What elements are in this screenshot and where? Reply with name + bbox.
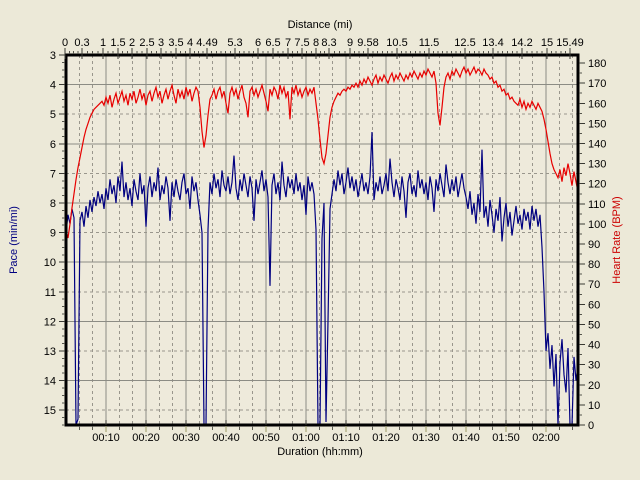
svg-text:150: 150 xyxy=(588,118,606,130)
svg-text:00:10: 00:10 xyxy=(92,432,120,444)
svg-text:7: 7 xyxy=(285,37,291,49)
svg-text:3.5: 3.5 xyxy=(168,37,183,49)
svg-text:10: 10 xyxy=(588,400,600,412)
svg-text:02:00: 02:00 xyxy=(532,432,560,444)
svg-text:4.49: 4.49 xyxy=(196,37,217,49)
svg-text:3: 3 xyxy=(158,37,164,49)
svg-text:50: 50 xyxy=(588,319,600,331)
svg-text:60: 60 xyxy=(588,299,600,311)
svg-text:11: 11 xyxy=(45,287,56,299)
svg-text:00:50: 00:50 xyxy=(252,432,280,444)
svg-text:6.5: 6.5 xyxy=(265,37,280,49)
svg-text:10.5: 10.5 xyxy=(386,37,407,49)
svg-text:10: 10 xyxy=(44,257,56,269)
svg-text:0: 0 xyxy=(588,420,594,432)
svg-text:01:20: 01:20 xyxy=(372,432,400,444)
svg-text:80: 80 xyxy=(588,259,600,271)
svg-text:9.58: 9.58 xyxy=(357,37,378,49)
svg-text:0.3: 0.3 xyxy=(74,37,89,49)
svg-text:110: 110 xyxy=(588,199,606,211)
svg-text:180: 180 xyxy=(588,58,606,70)
svg-text:160: 160 xyxy=(588,98,606,110)
svg-text:40: 40 xyxy=(588,340,600,352)
svg-text:01:00: 01:00 xyxy=(292,432,320,444)
svg-text:2.5: 2.5 xyxy=(139,37,154,49)
svg-text:8: 8 xyxy=(313,37,319,49)
svg-text:01:30: 01:30 xyxy=(412,432,440,444)
svg-text:00:30: 00:30 xyxy=(172,432,200,444)
svg-text:3: 3 xyxy=(50,50,56,62)
svg-text:6: 6 xyxy=(255,37,261,49)
svg-text:14: 14 xyxy=(44,376,56,388)
svg-text:15: 15 xyxy=(541,37,553,49)
svg-text:140: 140 xyxy=(588,138,606,150)
svg-text:90: 90 xyxy=(588,239,600,251)
bottom-axis-title: Duration (hh:mm) xyxy=(277,446,363,458)
svg-text:13: 13 xyxy=(44,346,56,358)
svg-text:1: 1 xyxy=(100,37,106,49)
svg-text:00:40: 00:40 xyxy=(212,432,240,444)
svg-text:01:40: 01:40 xyxy=(452,432,480,444)
svg-text:00:20: 00:20 xyxy=(132,432,160,444)
svg-text:15.49: 15.49 xyxy=(556,37,584,49)
svg-text:8: 8 xyxy=(50,198,56,210)
svg-text:12: 12 xyxy=(44,316,56,328)
top-axis-title: Distance (mi) xyxy=(287,19,353,31)
svg-text:170: 170 xyxy=(588,78,606,90)
svg-text:2: 2 xyxy=(129,37,135,49)
svg-text:15: 15 xyxy=(44,405,56,417)
svg-text:8.3: 8.3 xyxy=(321,37,336,49)
svg-text:20: 20 xyxy=(588,380,600,392)
svg-text:5: 5 xyxy=(50,109,56,121)
svg-text:9: 9 xyxy=(347,37,353,49)
svg-text:01:50: 01:50 xyxy=(492,432,520,444)
svg-text:13.4: 13.4 xyxy=(482,37,503,49)
svg-text:14.2: 14.2 xyxy=(511,37,532,49)
svg-text:130: 130 xyxy=(588,159,606,171)
svg-text:30: 30 xyxy=(588,360,600,372)
svg-text:12.5: 12.5 xyxy=(454,37,475,49)
svg-text:7.5: 7.5 xyxy=(294,37,309,49)
svg-text:120: 120 xyxy=(588,179,606,191)
svg-text:6: 6 xyxy=(50,139,56,151)
svg-text:11.5: 11.5 xyxy=(419,37,440,49)
svg-text:0: 0 xyxy=(62,37,68,49)
svg-text:4: 4 xyxy=(187,37,193,49)
svg-text:9: 9 xyxy=(50,228,56,240)
svg-text:4: 4 xyxy=(50,80,56,92)
svg-text:5.3: 5.3 xyxy=(227,37,242,49)
svg-text:7: 7 xyxy=(50,168,56,180)
svg-text:70: 70 xyxy=(588,279,600,291)
svg-text:01:10: 01:10 xyxy=(332,432,360,444)
svg-text:1.5: 1.5 xyxy=(110,37,125,49)
svg-text:100: 100 xyxy=(588,219,606,231)
